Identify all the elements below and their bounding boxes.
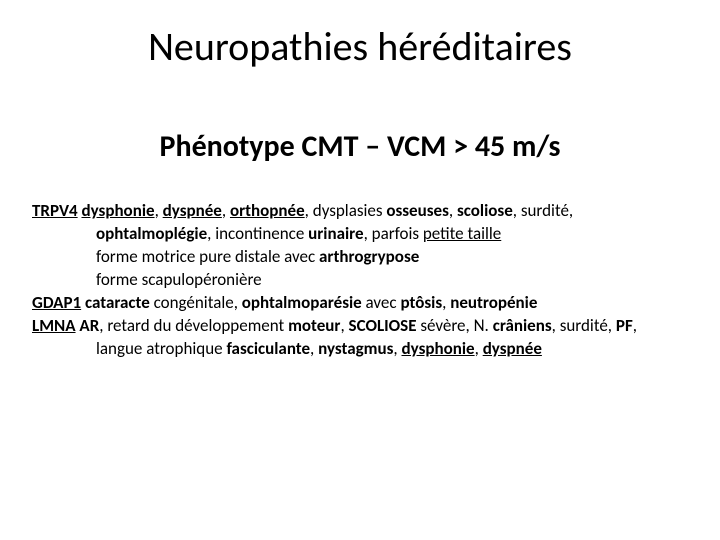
entry-lmna-line1: LMNA AR, retard du développement moteur,… (32, 315, 692, 338)
sym-ophtalmoparesie: ophtalmoparésie (242, 292, 362, 313)
text: congénitale, (150, 292, 242, 313)
sym-ptosis: ptôsis (400, 292, 442, 313)
sym-craniens: crâniens (493, 315, 552, 336)
text: , dysplasies (305, 200, 387, 221)
sym-petite-taille: petite taille (423, 223, 501, 244)
inh-ar: AR (79, 315, 99, 336)
text: , (310, 338, 318, 359)
text: , (449, 200, 457, 221)
text: avec (362, 292, 401, 313)
text: , (442, 292, 450, 313)
sym-fasciculante: fasciculante (226, 338, 310, 359)
text: , parfois (364, 223, 423, 244)
slide-title: Neuropathies héréditaires (0, 22, 720, 71)
entry-trpv4-line4: forme scapulopéronière (32, 269, 692, 292)
gene-trpv4: TRPV4 (32, 200, 78, 221)
sym-osseuses: osseuses (386, 200, 449, 221)
entry-gdap1-line1: GDAP1 cataracte congénitale, ophtalmopar… (32, 292, 692, 315)
sym-pf: PF (616, 315, 633, 336)
sym-neutropenie: neutropénie (450, 292, 537, 313)
slide-subtitle: Phénotype CMT – VCM > 45 m/s (0, 128, 720, 165)
sym-orthopnee: orthopnée (230, 200, 305, 221)
sym-cataracte: cataracte (85, 292, 150, 313)
sym-dyspnee: dyspnée (163, 200, 222, 221)
sym-dyspnee-2: dyspnée (483, 338, 542, 359)
slide: Neuropathies héréditaires Phénotype CMT … (0, 0, 720, 540)
text: , (222, 200, 230, 221)
text: , (475, 338, 483, 359)
text: langue atrophique (96, 338, 226, 359)
slide-body: TRPV4 dysphonie, dyspnée, orthopnée, dys… (32, 200, 692, 361)
text: sévère, N. (417, 315, 493, 336)
entry-trpv4-line3: forme motrice pure distale avec arthrogr… (32, 246, 692, 269)
text: , surdité, (513, 200, 573, 221)
text: , (155, 200, 163, 221)
text: forme motrice pure distale avec (96, 246, 319, 267)
text: retard du développement (107, 315, 288, 336)
entry-trpv4-line2: ophtalmoplégie, incontinence urinaire, p… (32, 223, 692, 246)
text: , (393, 338, 401, 359)
sym-arthrogrypose: arthrogrypose (319, 246, 419, 267)
sym-scoliose-severe: SCOLIOSE (349, 315, 417, 336)
sym-ophtalmoplegie: ophtalmoplégie (96, 223, 207, 244)
sym-scoliose: scoliose (457, 200, 513, 221)
sym-moteur: moteur (288, 315, 340, 336)
sym-nystagmus: nystagmus (318, 338, 393, 359)
sym-urinaire: urinaire (308, 223, 363, 244)
gene-lmna: LMNA (32, 315, 76, 336)
text: , (340, 315, 348, 336)
text: , incontinence (207, 223, 308, 244)
gene-gdap1: GDAP1 (32, 292, 81, 313)
entry-trpv4-line1: TRPV4 dysphonie, dyspnée, orthopnée, dys… (32, 200, 692, 223)
sym-dysphonie: dysphonie (81, 200, 154, 221)
text: , surdité, (552, 315, 616, 336)
entry-lmna-line2: langue atrophique fasciculante, nystagmu… (32, 338, 692, 361)
text: , (633, 315, 637, 336)
sym-dysphonie-2: dysphonie (402, 338, 475, 359)
